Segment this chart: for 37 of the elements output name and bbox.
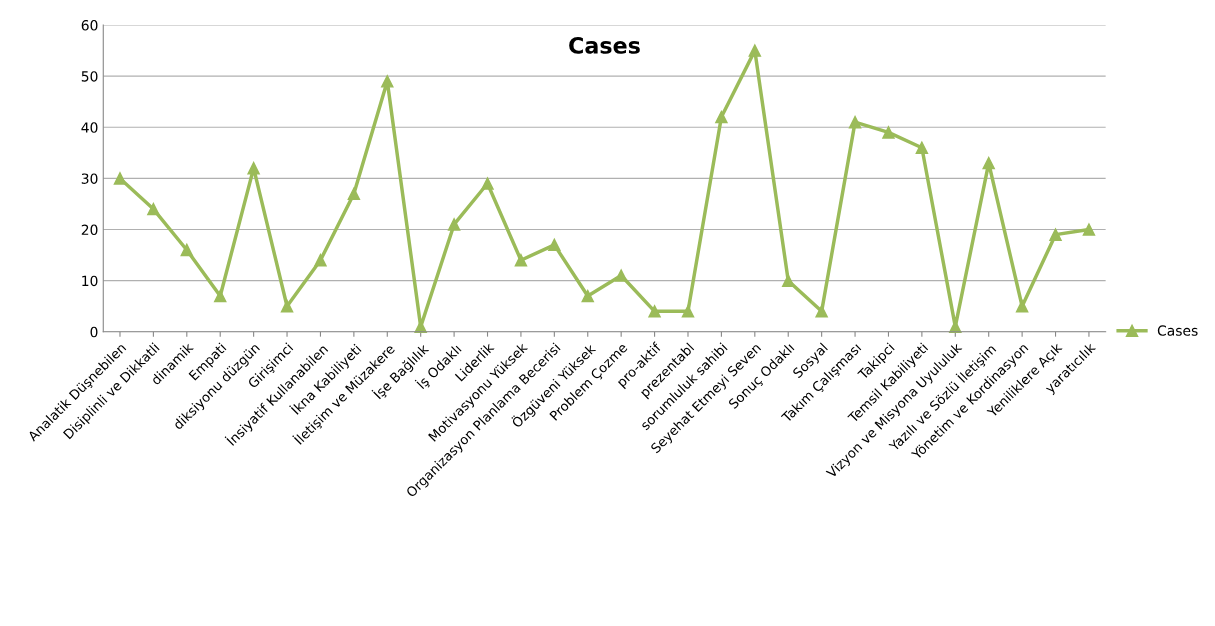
point bbox=[147, 202, 160, 216]
point bbox=[1015, 299, 1029, 313]
legend-label: Cases bbox=[1157, 325, 1198, 336]
point bbox=[213, 289, 227, 303]
point bbox=[280, 299, 294, 313]
point bbox=[180, 243, 194, 257]
y-tick-label: 20 bbox=[81, 224, 98, 236]
point bbox=[481, 177, 494, 190]
point bbox=[915, 141, 929, 154]
point bbox=[1049, 228, 1062, 241]
point bbox=[848, 115, 862, 129]
chart-title: Cases bbox=[569, 37, 640, 54]
point bbox=[447, 218, 461, 231]
y-tick-label: 10 bbox=[82, 275, 98, 287]
point bbox=[681, 305, 695, 318]
point bbox=[347, 187, 361, 200]
point bbox=[748, 44, 762, 57]
y-tick-label: 0 bbox=[90, 326, 98, 338]
point bbox=[882, 126, 895, 139]
point bbox=[314, 253, 327, 267]
y-tick-label: 40 bbox=[81, 122, 98, 133]
point bbox=[381, 75, 394, 88]
point bbox=[715, 110, 728, 124]
point bbox=[1082, 223, 1096, 236]
y-tick-label: 60 bbox=[81, 20, 98, 31]
y-tick-label: 30 bbox=[81, 173, 98, 184]
point bbox=[815, 305, 828, 318]
point bbox=[113, 172, 127, 185]
y-tick-label: 50 bbox=[81, 71, 98, 82]
point bbox=[781, 274, 795, 287]
point bbox=[581, 289, 595, 303]
point bbox=[514, 253, 528, 267]
point bbox=[614, 269, 628, 282]
point bbox=[982, 156, 995, 170]
point bbox=[247, 161, 260, 175]
point bbox=[548, 238, 561, 252]
point bbox=[648, 305, 661, 318]
